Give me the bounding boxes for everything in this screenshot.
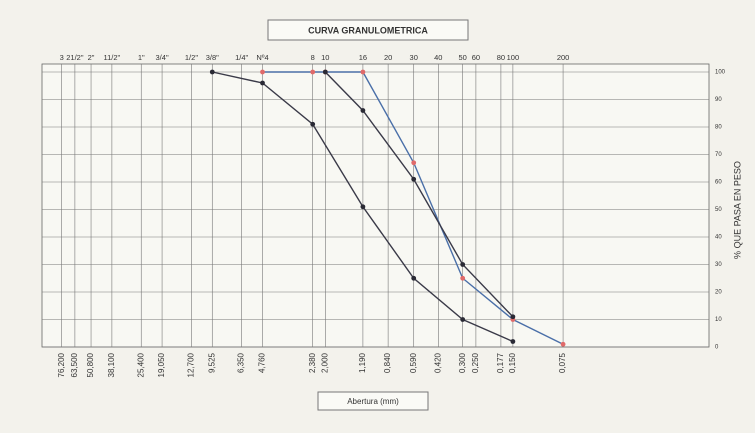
sieve-label: 200 bbox=[557, 53, 570, 62]
y-tick-label: 70 bbox=[715, 152, 722, 158]
x-tick-label: 63,500 bbox=[70, 352, 79, 377]
x-tick-label: 2,380 bbox=[308, 352, 317, 373]
sieve-label: 100 bbox=[507, 53, 520, 62]
x-tick-label: 2,000 bbox=[320, 352, 329, 373]
plot-area bbox=[41, 63, 710, 348]
sieve-label: 50 bbox=[459, 53, 467, 62]
data-point bbox=[360, 69, 366, 75]
x-tick-label: 76,200 bbox=[57, 352, 66, 377]
sieve-label: 1/2" bbox=[185, 53, 198, 62]
y-tick-label: 90 bbox=[715, 97, 722, 103]
data-point bbox=[460, 317, 466, 322]
data-point bbox=[209, 69, 215, 75]
y-tick-label: 10 bbox=[715, 317, 722, 323]
x-label-box bbox=[317, 391, 429, 411]
chart-title: CURVA GRANULOMETRICA bbox=[308, 25, 428, 35]
data-point bbox=[411, 176, 417, 182]
data-point bbox=[510, 339, 516, 344]
y-tick-label: 0 bbox=[715, 345, 719, 351]
sieve-label: Nº4 bbox=[256, 53, 268, 62]
data-point bbox=[411, 275, 417, 281]
y-axis-label: % QUE PASA EN PESO bbox=[732, 161, 742, 259]
x-tick-label: 50,800 bbox=[86, 352, 95, 377]
x-tick-label: 4,760 bbox=[258, 352, 267, 373]
y-tick-label: 40 bbox=[715, 235, 722, 241]
x-tick-label: 0,300 bbox=[458, 352, 467, 373]
sieve-label: 1/4" bbox=[235, 53, 248, 62]
data-point bbox=[460, 275, 466, 281]
y-tick-label: 30 bbox=[715, 262, 722, 268]
sieve-label: 60 bbox=[472, 53, 480, 62]
x-tick-label: 9,525 bbox=[207, 352, 216, 373]
sieve-label: 3/8" bbox=[206, 53, 219, 62]
data-point bbox=[360, 204, 366, 210]
sieve-label: 3/4" bbox=[156, 53, 169, 62]
sieve-label: 30 bbox=[410, 53, 418, 62]
sieve-label: 80 bbox=[497, 53, 505, 62]
sieve-label: 21/2" bbox=[66, 53, 84, 62]
x-tick-label: 0,590 bbox=[409, 352, 418, 373]
data-point bbox=[510, 314, 516, 320]
sieve-label: 1" bbox=[138, 53, 145, 62]
data-point bbox=[411, 160, 417, 166]
sieve-label: 20 bbox=[384, 53, 392, 62]
title-box bbox=[267, 19, 469, 41]
data-point bbox=[322, 69, 328, 75]
data-point bbox=[260, 69, 265, 75]
x-tick-label: 12,700 bbox=[187, 352, 196, 377]
sieve-label: 40 bbox=[434, 53, 442, 62]
x-axis-label: Abertura (mm) bbox=[347, 397, 399, 406]
x-tick-label: 0,250 bbox=[471, 352, 480, 373]
data-point bbox=[310, 69, 316, 75]
x-tick-label: 19,050 bbox=[157, 352, 166, 377]
sieve-label: 11/2" bbox=[104, 53, 121, 62]
x-tick-label: 0,075 bbox=[558, 352, 567, 373]
sieve-label: 2" bbox=[88, 53, 95, 62]
y-tick-label: 50 bbox=[715, 207, 722, 213]
sieve-label: 10 bbox=[321, 53, 329, 62]
sieve-label: 3 bbox=[60, 53, 64, 62]
y-tick-label: 20 bbox=[715, 290, 722, 296]
x-tick-label: 0,840 bbox=[383, 352, 392, 373]
x-tick-label: 0,177 bbox=[496, 352, 505, 373]
y-tick-label: 80 bbox=[715, 125, 722, 131]
x-tick-label: 0,150 bbox=[508, 352, 517, 373]
data-point bbox=[560, 341, 566, 347]
data-point bbox=[360, 108, 366, 113]
x-tick-label: 25,400 bbox=[136, 352, 145, 377]
x-tick-label: 0,420 bbox=[433, 352, 442, 373]
sieve-label: 16 bbox=[359, 53, 367, 62]
y-tick-label: 60 bbox=[715, 180, 722, 186]
y-tick-label: 100 bbox=[715, 70, 726, 76]
x-tick-label: 6,350 bbox=[237, 352, 246, 373]
data-point bbox=[260, 80, 265, 86]
data-point bbox=[460, 262, 466, 267]
data-point bbox=[310, 121, 316, 127]
x-tick-label: 1,190 bbox=[358, 352, 367, 373]
x-tick-label: 38,100 bbox=[107, 352, 116, 377]
sieve-label: 8 bbox=[311, 53, 315, 62]
